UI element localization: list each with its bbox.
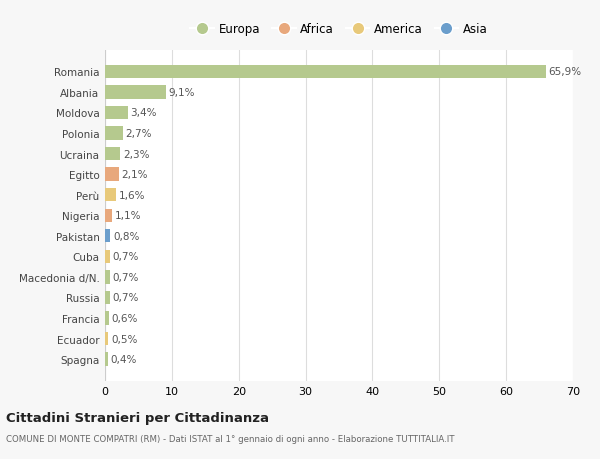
Text: 9,1%: 9,1% <box>169 88 195 98</box>
Text: 0,4%: 0,4% <box>110 354 137 364</box>
Text: 0,7%: 0,7% <box>112 293 139 303</box>
Bar <box>105 291 110 304</box>
Text: 2,1%: 2,1% <box>122 170 148 180</box>
Text: 3,4%: 3,4% <box>130 108 157 118</box>
Text: 2,7%: 2,7% <box>126 129 152 139</box>
Bar <box>105 106 128 120</box>
Bar <box>105 189 116 202</box>
Text: 0,6%: 0,6% <box>112 313 138 323</box>
Bar <box>105 332 109 346</box>
Text: 1,6%: 1,6% <box>118 190 145 200</box>
Text: 0,7%: 0,7% <box>112 252 139 262</box>
Text: 2,3%: 2,3% <box>123 149 149 159</box>
Bar <box>105 209 112 223</box>
Text: 0,7%: 0,7% <box>112 272 139 282</box>
Bar <box>105 250 110 263</box>
Text: 0,5%: 0,5% <box>111 334 137 344</box>
Text: 65,9%: 65,9% <box>548 67 581 77</box>
Text: COMUNE DI MONTE COMPATRI (RM) - Dati ISTAT al 1° gennaio di ogni anno - Elaboraz: COMUNE DI MONTE COMPATRI (RM) - Dati IST… <box>6 434 455 443</box>
Bar <box>105 230 110 243</box>
Bar <box>105 312 109 325</box>
Legend: Europa, Africa, America, Asia: Europa, Africa, America, Asia <box>188 20 490 38</box>
Bar <box>105 86 166 99</box>
Bar <box>105 353 107 366</box>
Bar <box>105 147 121 161</box>
Text: Cittadini Stranieri per Cittadinanza: Cittadini Stranieri per Cittadinanza <box>6 411 269 424</box>
Text: 1,1%: 1,1% <box>115 211 142 221</box>
Text: 0,8%: 0,8% <box>113 231 139 241</box>
Bar <box>105 168 119 181</box>
Bar <box>105 127 123 140</box>
Bar <box>105 271 110 284</box>
Bar <box>105 66 545 79</box>
